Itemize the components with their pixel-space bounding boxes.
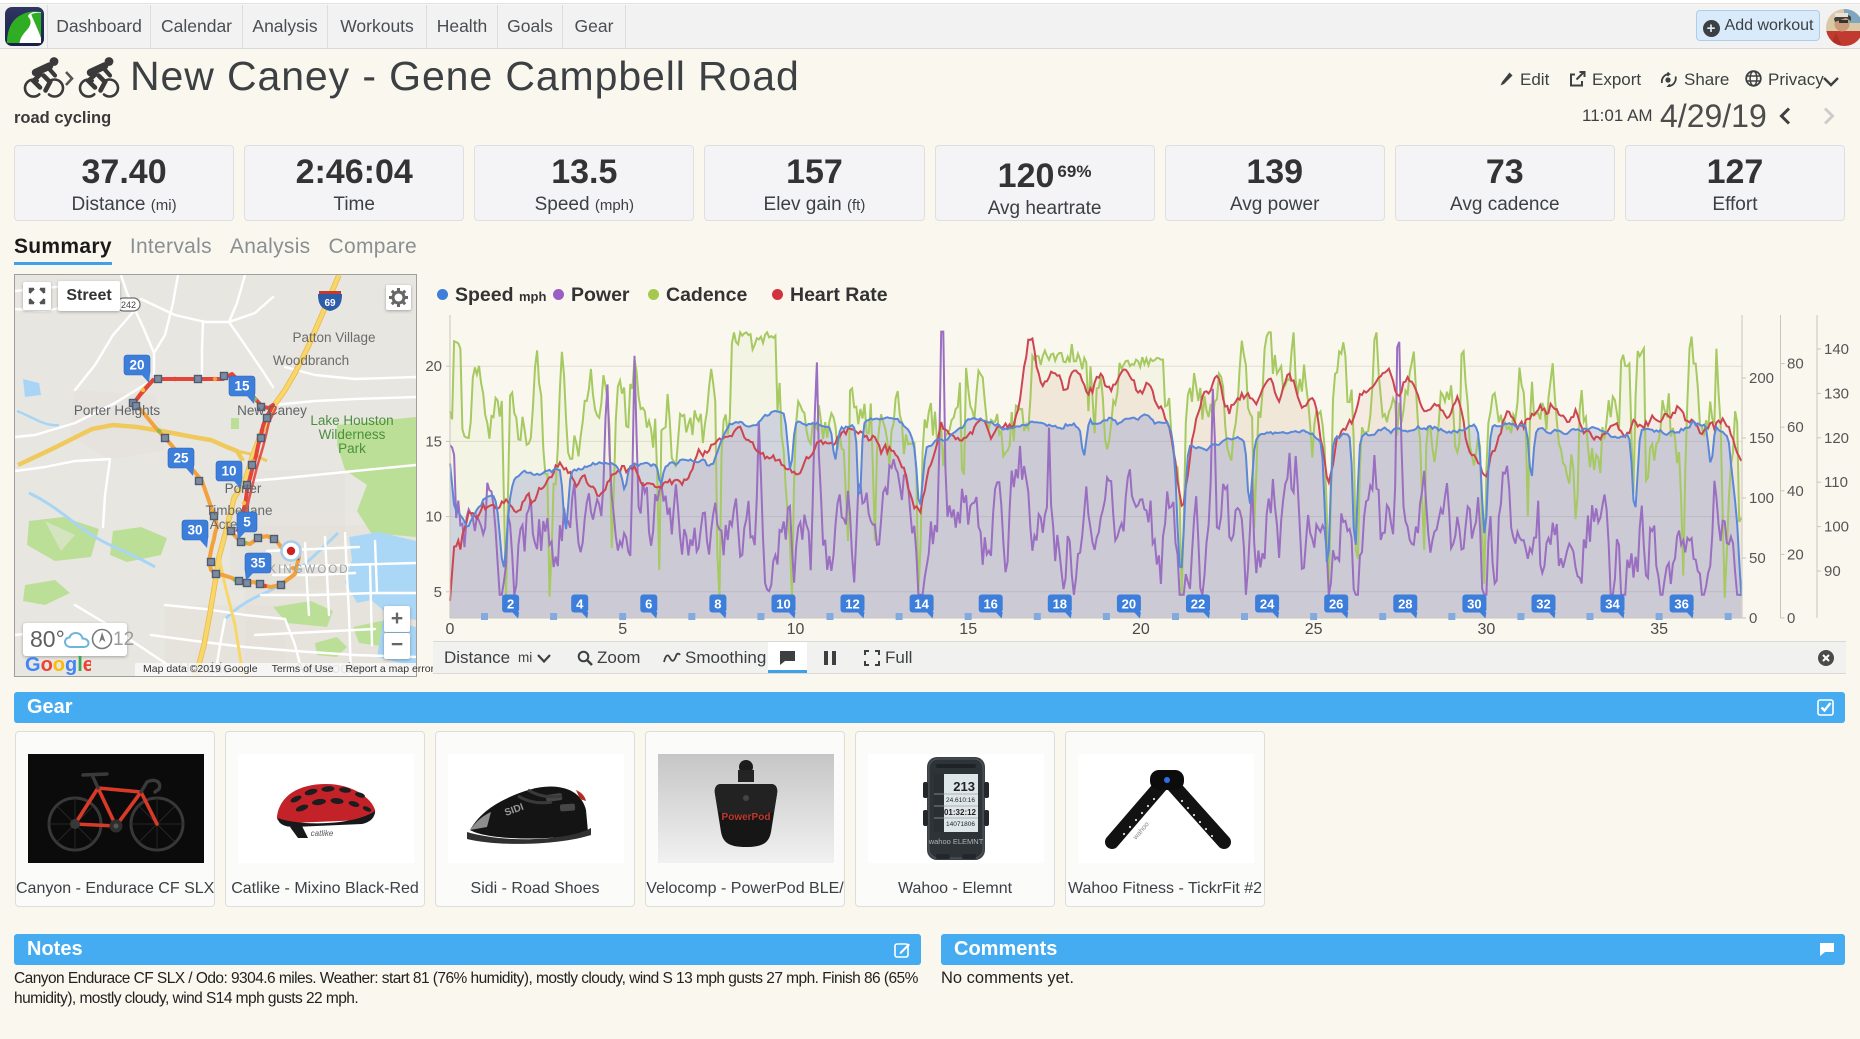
svg-text:60: 60: [1787, 419, 1804, 436]
svg-text:New Caney: New Caney: [237, 403, 307, 418]
svg-text:35: 35: [250, 556, 266, 571]
svg-text:140: 140: [1824, 341, 1849, 358]
svg-text:28: 28: [1398, 597, 1412, 612]
svg-text:18: 18: [1053, 597, 1067, 612]
svg-text:22: 22: [1191, 597, 1205, 612]
svg-text:16: 16: [983, 597, 997, 612]
svg-text:32: 32: [1536, 597, 1550, 612]
svg-text:4: 4: [576, 597, 584, 612]
svg-text:20: 20: [1787, 546, 1804, 563]
svg-text:200: 200: [1749, 370, 1774, 387]
svg-text:10: 10: [776, 597, 790, 612]
svg-text:2: 2: [507, 597, 514, 612]
svg-text:35: 35: [1650, 621, 1668, 638]
svg-text:1806: 1806: [961, 821, 976, 828]
svg-text:5: 5: [243, 515, 251, 530]
svg-text:8: 8: [714, 597, 721, 612]
svg-text:Woodbranch: Woodbranch: [273, 353, 349, 368]
svg-text:15: 15: [234, 379, 250, 394]
svg-text:100: 100: [1824, 519, 1849, 536]
svg-text:Porter: Porter: [225, 481, 262, 496]
svg-text:Acres: Acres: [210, 517, 245, 532]
svg-text:0: 0: [1749, 610, 1757, 627]
svg-text:15: 15: [425, 433, 442, 450]
svg-text:0: 0: [1787, 610, 1795, 627]
svg-text:90: 90: [1824, 563, 1841, 580]
svg-text:24: 24: [1260, 597, 1275, 612]
svg-text:wahoo ELEMNT: wahoo ELEMNT: [928, 837, 984, 846]
svg-text:01:32:12: 01:32:12: [944, 808, 977, 817]
svg-text:36: 36: [1674, 597, 1688, 612]
svg-text:20: 20: [425, 358, 442, 375]
svg-text:10: 10: [425, 509, 442, 526]
svg-text:14: 14: [914, 597, 929, 612]
svg-text:12: 12: [845, 597, 859, 612]
svg-text:Lake Houston: Lake Houston: [310, 413, 393, 428]
svg-text:30: 30: [1478, 621, 1496, 638]
svg-text:110: 110: [1824, 474, 1848, 491]
svg-text:10: 10: [787, 621, 805, 638]
svg-text:catlike: catlike: [311, 829, 334, 838]
svg-text:10: 10: [221, 464, 236, 479]
svg-text:100: 100: [1749, 490, 1774, 507]
svg-text:Patton Village: Patton Village: [292, 330, 375, 345]
svg-text:20: 20: [1132, 621, 1150, 638]
svg-text:Porter Heights: Porter Heights: [74, 403, 161, 418]
svg-text:15: 15: [959, 621, 977, 638]
svg-text:25: 25: [173, 451, 189, 466]
svg-text:5: 5: [618, 621, 627, 638]
svg-text:10:16: 10:16: [959, 797, 976, 804]
svg-text:242: 242: [121, 300, 136, 310]
svg-text:1407: 1407: [946, 821, 961, 828]
svg-text:Wilderness: Wilderness: [319, 427, 386, 442]
svg-text:0: 0: [446, 621, 455, 638]
svg-text:213: 213: [953, 779, 975, 794]
svg-text:KINGWOOD: KINGWOOD: [268, 564, 349, 576]
svg-text:30: 30: [1467, 597, 1481, 612]
svg-text:34: 34: [1605, 597, 1620, 612]
svg-text:80: 80: [1787, 356, 1804, 373]
svg-text:5: 5: [434, 584, 442, 601]
svg-text:Park: Park: [338, 441, 366, 456]
svg-text:PowerPod: PowerPod: [722, 812, 771, 823]
svg-text:150: 150: [1749, 430, 1774, 447]
svg-text:120: 120: [1824, 430, 1849, 447]
svg-text:6: 6: [645, 597, 652, 612]
svg-text:20: 20: [129, 358, 144, 373]
svg-text:130: 130: [1824, 385, 1849, 402]
svg-text:40: 40: [1787, 483, 1804, 500]
svg-text:26: 26: [1329, 597, 1343, 612]
svg-text:20: 20: [1122, 597, 1136, 612]
svg-text:50: 50: [1749, 550, 1766, 567]
svg-text:69: 69: [324, 298, 336, 309]
svg-text:24.6: 24.6: [946, 797, 959, 804]
svg-text:25: 25: [1305, 621, 1323, 638]
svg-text:30: 30: [187, 523, 202, 538]
svg-text:Google: Google: [25, 654, 91, 676]
